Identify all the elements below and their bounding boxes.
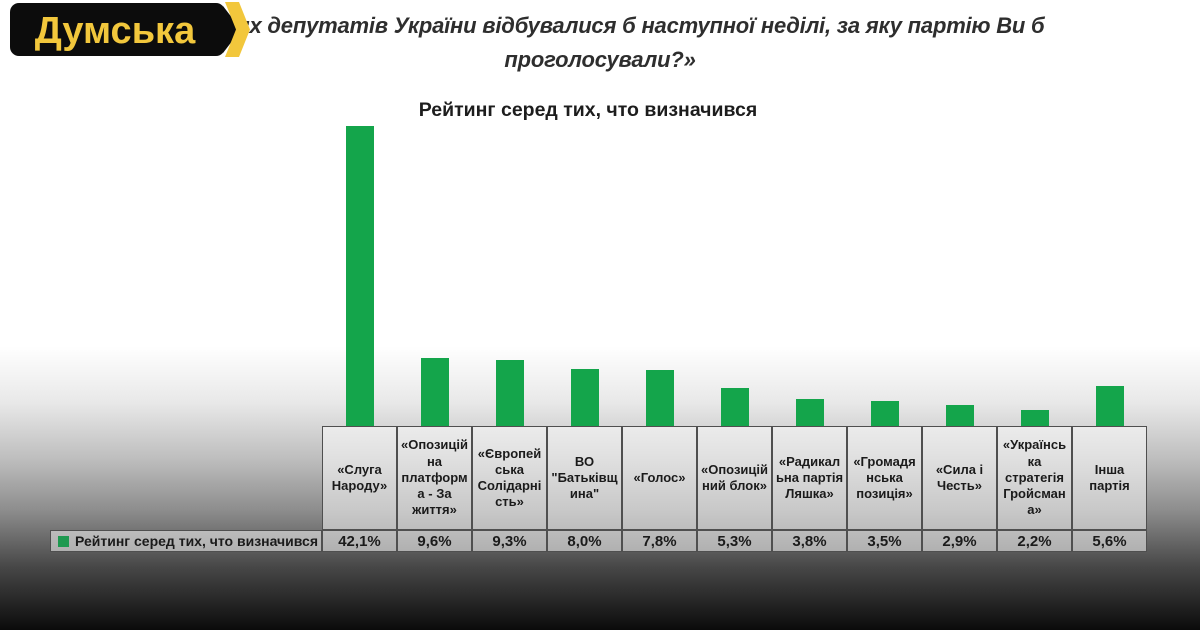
bar <box>1095 386 1124 426</box>
bar <box>1020 410 1049 426</box>
survey-question-line1: Народних депутатів України відбувалися б… <box>155 13 1045 38</box>
bar <box>345 126 374 426</box>
bar <box>720 388 749 426</box>
logo-point <box>223 6 241 53</box>
category-cell: «Слуга Народу» <box>322 426 397 530</box>
value-cell: 9,6% <box>397 530 472 552</box>
value-cell: 5,6% <box>1072 530 1147 552</box>
values-row: Рейтинг серед тих, что визначився 42,1% … <box>50 530 1147 552</box>
category-cell: «Опозиційний блок» <box>697 426 772 530</box>
logo-background <box>10 3 225 56</box>
category-cell: ВО "Батьківщина" <box>547 426 622 530</box>
category-cell: «Громадянська позиція» <box>847 426 922 530</box>
bar <box>495 359 524 426</box>
category-cell: «Сила і Честь» <box>922 426 997 530</box>
category-cell: «Опозиційна платформа - За життя» <box>397 426 472 530</box>
value-cell: 3,5% <box>847 530 922 552</box>
value-cell: 7,8% <box>622 530 697 552</box>
logo-text: Думська <box>35 10 196 52</box>
bar <box>420 357 449 426</box>
category-cell: «Українська стратегія Гройсмана» <box>997 426 1072 530</box>
survey-question-line2: проголосували?» <box>504 47 696 72</box>
legend-label: Рейтинг серед тих, что визначився <box>75 533 318 549</box>
bar <box>795 398 824 426</box>
category-row: «Слуга Народу» «Опозиційна платформа - З… <box>322 426 1147 530</box>
legend-cell: Рейтинг серед тих, что визначився <box>50 530 322 552</box>
category-cell: «Голос» <box>622 426 697 530</box>
value-cell: 2,9% <box>922 530 997 552</box>
bar <box>945 405 974 426</box>
category-cell: «Радикальна партія Ляшка» <box>772 426 847 530</box>
value-cell: 9,3% <box>472 530 547 552</box>
dumska-logo: Думська <box>10 2 250 58</box>
bar <box>570 369 599 426</box>
logo-chevron-icon <box>225 2 250 57</box>
bar <box>645 370 674 426</box>
legend-swatch-icon <box>58 535 69 547</box>
category-cell: Інша партія <box>1072 426 1147 530</box>
bar <box>870 401 899 426</box>
bar-chart-plot <box>322 126 1147 426</box>
value-cell: 8,0% <box>547 530 622 552</box>
value-cell: 3,8% <box>772 530 847 552</box>
value-cell: 42,1% <box>322 530 397 552</box>
value-cell: 5,3% <box>697 530 772 552</box>
chart-title: Рейтинг серед тих, что визначився <box>418 99 758 121</box>
category-cell: «Європейська Солідарність» <box>472 426 547 530</box>
value-cell: 2,2% <box>997 530 1072 552</box>
